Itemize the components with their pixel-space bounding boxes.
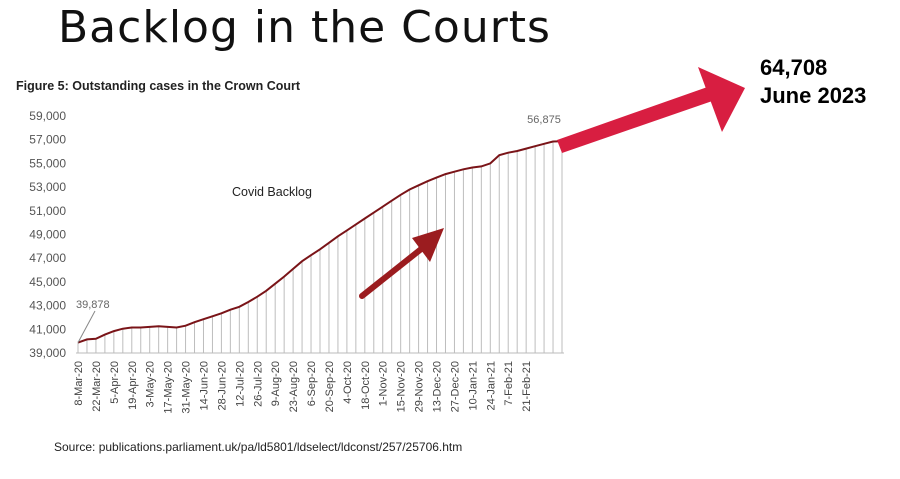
- y-tick-label: 41,000: [29, 322, 66, 336]
- x-tick-label: 17-May-20: [163, 361, 175, 414]
- last-data-label: 56,875: [527, 114, 561, 126]
- x-tick-label: 18-Oct-20: [360, 361, 372, 410]
- source-note: Source: publications.parliament.uk/pa/ld…: [54, 440, 463, 454]
- x-tick-label: 23-Aug-20: [288, 361, 300, 412]
- x-tick-label: 1-Nov-20: [378, 361, 390, 406]
- series-line: [77, 140, 563, 344]
- x-tick-label: 14-Jun-20: [198, 361, 210, 411]
- y-tick-label: 49,000: [29, 228, 66, 242]
- y-tick-label: 43,000: [29, 299, 66, 313]
- first-label-leader: [77, 310, 96, 343]
- x-tick-label: 8-Mar-20: [73, 361, 85, 406]
- covid-backlog-annotation: Covid Backlog: [232, 185, 312, 199]
- x-tick-label: 13-Dec-20: [432, 361, 444, 412]
- x-tick-label: 22-Mar-20: [91, 361, 103, 412]
- callout-value: 64,708: [760, 55, 828, 80]
- callout: 64,708 June 2023: [760, 54, 866, 110]
- y-tick-label: 57,000: [29, 133, 66, 147]
- x-tick-label: 20-Sep-20: [324, 361, 336, 412]
- arrow-up-right-icon: [359, 228, 444, 299]
- x-tick-label: 15-Nov-20: [396, 361, 408, 412]
- y-tick-label: 47,000: [29, 251, 66, 265]
- y-tick-label: 51,000: [29, 204, 66, 218]
- y-axis-tick-labels: 39,000 41,000 43,000 45,000 47,000 49,000 51,0…: [29, 109, 66, 360]
- figure-title: Figure 5: Outstanding cases in the Crown…: [16, 79, 301, 93]
- y-tick-label: 39,000: [29, 346, 66, 360]
- callout-arrow-icon: [557, 67, 745, 153]
- x-tick-label: 29-Nov-20: [414, 361, 426, 412]
- y-tick-label: 45,000: [29, 275, 66, 289]
- y-tick-label: 55,000: [29, 156, 66, 170]
- x-tick-label: 24-Jan-21: [485, 361, 497, 411]
- x-tick-label: 21-Feb-21: [521, 361, 533, 412]
- y-tick-label: 59,000: [29, 109, 66, 123]
- x-axis-tick-labels: 8-Mar-20 22-Mar-20 5-Apr-20 19-Apr-20 3-May-…: [73, 361, 533, 414]
- first-data-label: 39,878: [76, 299, 110, 311]
- x-tick-label: 5-Apr-20: [109, 361, 121, 404]
- x-tick-label: 6-Sep-20: [306, 361, 318, 406]
- x-tick-label: 3-May-20: [145, 361, 157, 407]
- chart-bars: [77, 141, 563, 353]
- x-tick-label: 7-Feb-21: [503, 361, 515, 406]
- x-tick-label: 28-Jun-20: [216, 361, 228, 411]
- x-tick-label: 9-Aug-20: [270, 361, 282, 406]
- callout-date: June 2023: [760, 83, 867, 108]
- x-tick-label: 10-Jan-21: [467, 361, 479, 411]
- x-tick-label: 12-Jul-20: [234, 361, 246, 407]
- x-tick-label: 26-Jul-20: [252, 361, 264, 407]
- x-tick-label: 19-Apr-20: [127, 361, 139, 410]
- x-tick-label: 31-May-20: [181, 361, 193, 414]
- y-tick-label: 53,000: [29, 180, 66, 194]
- x-tick-label: 27-Dec-20: [449, 361, 461, 412]
- x-tick-label: 4-Oct-20: [342, 361, 354, 404]
- headline: Backlog in the Courts: [58, 2, 551, 53]
